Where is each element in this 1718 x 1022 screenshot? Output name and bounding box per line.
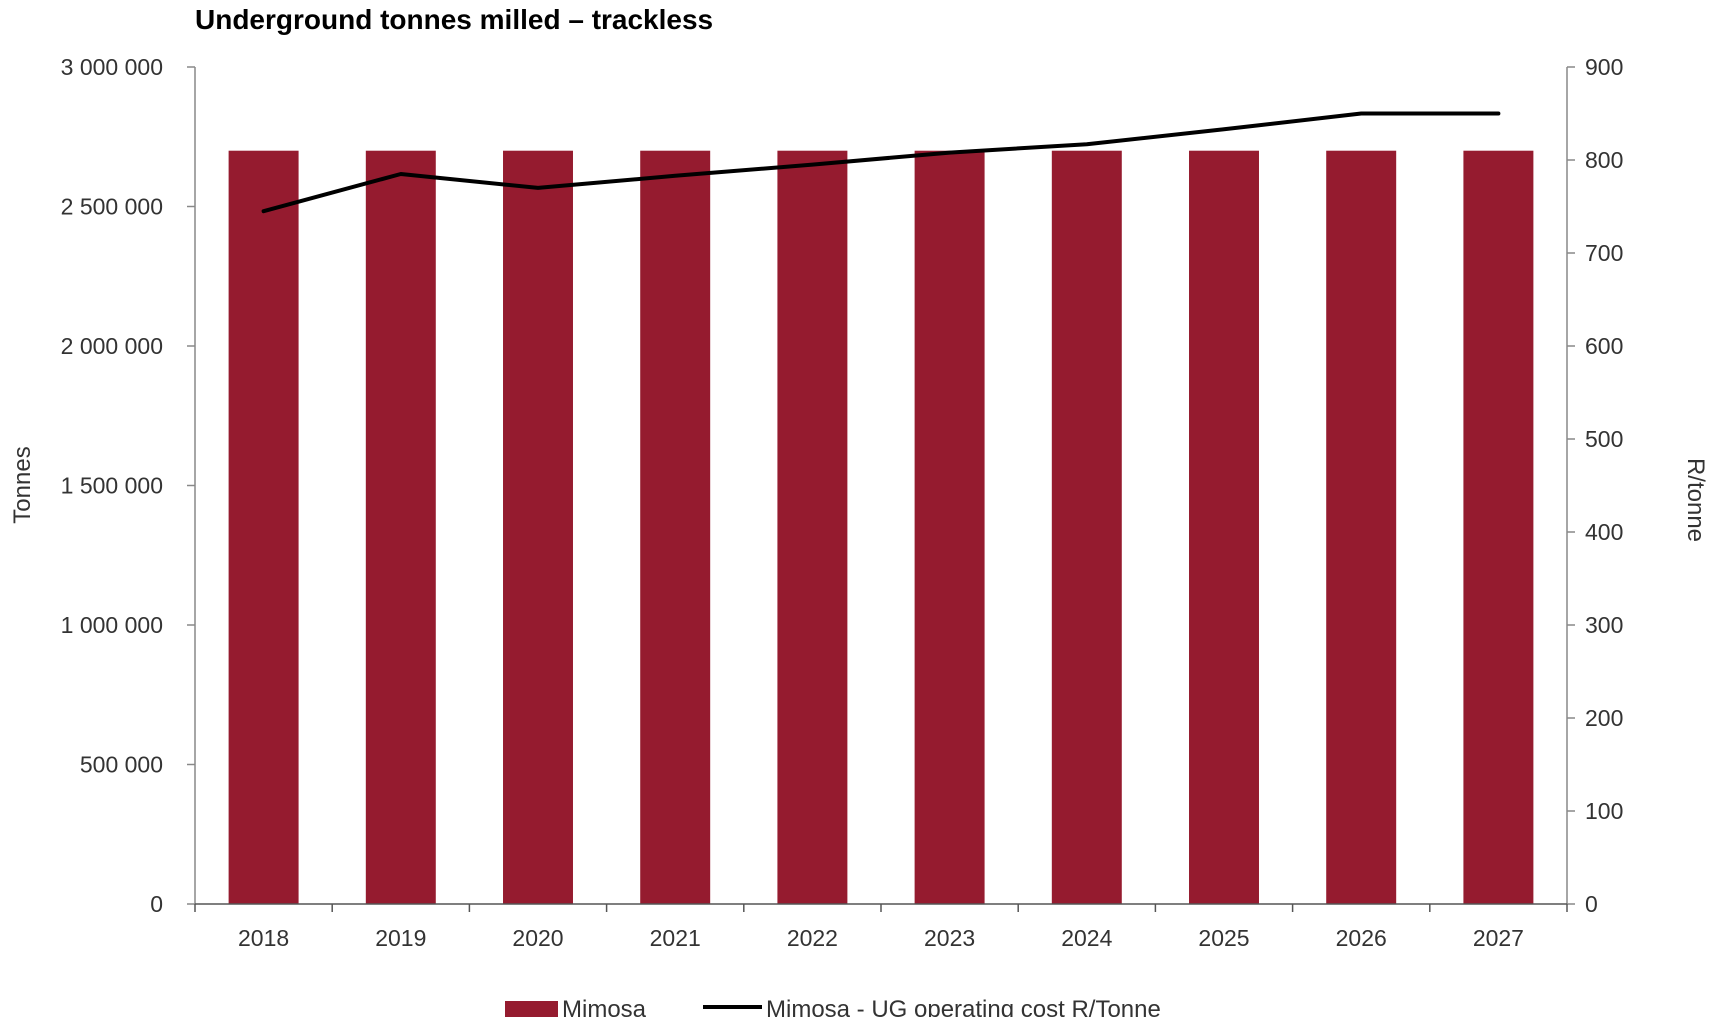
x-tick-label: 2020 <box>512 925 563 951</box>
left-tick-label: 2 000 000 <box>61 333 163 359</box>
right-tick-label: 500 <box>1585 426 1623 452</box>
right-tick-label: 400 <box>1585 519 1623 545</box>
x-tick-label: 2018 <box>238 925 289 951</box>
left-tick-label: 3 000 000 <box>61 54 163 80</box>
bar-2020 <box>503 150 573 904</box>
x-tick-label: 2022 <box>787 925 838 951</box>
bar-2022 <box>777 150 848 904</box>
left-axis-title: Tonnes <box>9 446 36 523</box>
left-tick-label: 1 500 000 <box>61 473 163 499</box>
legend-label-bar: Mimosa <box>562 996 647 1017</box>
right-tick-label: 600 <box>1585 333 1623 359</box>
x-tick-label: 2027 <box>1473 925 1524 951</box>
left-tick-label: 1 000 000 <box>61 612 163 638</box>
bar-2023 <box>914 150 985 904</box>
right-tick-label: 100 <box>1585 798 1623 824</box>
bar-2024 <box>1051 150 1122 904</box>
bars-layer <box>228 150 1534 904</box>
bar-2019 <box>365 150 436 904</box>
right-axis-title: R/tonne <box>1682 458 1709 542</box>
legend-swatch-bar <box>505 1001 558 1019</box>
left-tick-label: 0 <box>150 891 163 917</box>
bar-2026 <box>1326 150 1397 904</box>
x-tick-label: 2025 <box>1198 925 1249 951</box>
right-tick-label: 800 <box>1585 147 1623 173</box>
axes-layer: 0 500 000 1 000 000 1 500 000 2 000 000 2 500… <box>61 54 1624 951</box>
line-layer <box>261 111 1501 214</box>
left-tick-label: 2 500 000 <box>61 194 163 220</box>
cost-line <box>261 111 1501 214</box>
chart-title: Underground tonnes milled – trackless <box>195 4 713 35</box>
x-tick-label: 2026 <box>1336 925 1387 951</box>
bar-2025 <box>1189 150 1259 904</box>
x-tick-label: 2019 <box>375 925 426 951</box>
x-tick-label: 2021 <box>650 925 701 951</box>
x-tick-label: 2023 <box>924 925 975 951</box>
right-tick-label: 0 <box>1585 891 1598 917</box>
bar-2027 <box>1463 150 1534 904</box>
right-tick-label: 200 <box>1585 705 1623 731</box>
right-tick-label: 300 <box>1585 612 1623 638</box>
left-tick-label: 500 000 <box>80 752 163 778</box>
right-tick-label: 900 <box>1585 54 1623 80</box>
right-tick-label: 700 <box>1585 240 1623 266</box>
bar-2018 <box>228 150 299 904</box>
legend: Mimosa Mimosa - UG operating cost R/Tonne <box>505 996 1161 1022</box>
bar-2021 <box>640 150 711 904</box>
legend-label-line: Mimosa - UG operating cost R/Tonne <box>766 996 1161 1017</box>
x-tick-label: 2024 <box>1061 925 1112 951</box>
